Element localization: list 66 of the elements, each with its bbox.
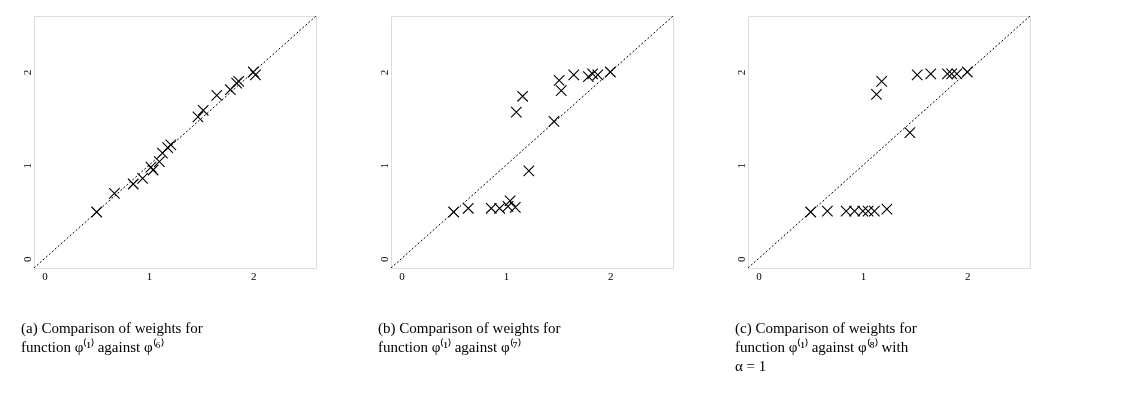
point [868,205,881,217]
text: (b) Comparison of weights for function φ⁽¹⁾ against φ⁽⁷⁾ [378,320,561,355]
point [192,111,204,123]
point [567,69,580,81]
point [548,115,560,128]
y-tick-label: 2 [734,69,747,76]
y-tick-label: 2 [20,69,33,76]
x-tick-label: 2 [608,269,614,282]
point [516,90,529,103]
point [127,178,140,190]
y-tick-label: 1 [20,163,33,169]
x-tick-label: 0 [42,269,49,282]
point [136,172,149,185]
point [586,68,599,80]
point [941,68,954,80]
point [210,89,223,102]
y-tick-label: 1 [377,163,390,169]
point [197,104,209,117]
point [153,155,166,168]
point [848,205,861,217]
point [870,88,883,101]
point [857,205,869,217]
point [523,165,535,177]
point [493,202,506,215]
point [161,141,174,154]
point [945,68,958,80]
point [840,205,852,217]
point [502,200,514,213]
point [821,205,834,217]
y-tick-label: 2 [377,69,390,76]
point [961,66,974,78]
x-tick-label: 1 [146,269,153,282]
x-tick-label: 2 [965,269,971,282]
point [165,139,177,151]
point [90,206,103,218]
point [510,106,523,118]
y-tick-label: 0 [20,255,33,262]
point [875,75,888,88]
y-tick-label: 1 [734,163,747,169]
x-tick-label: 0 [756,269,763,282]
point [924,68,937,80]
x-tick-label: 1 [860,269,867,282]
point [504,195,516,207]
x-tick-label: 1 [503,269,510,282]
point [447,206,460,218]
point [462,202,475,215]
point [604,66,617,78]
x-tick-label: 2 [251,269,257,282]
point [485,202,498,215]
point [804,206,817,218]
y-tick-label: 0 [377,255,390,262]
point [224,83,237,96]
point [951,68,963,80]
x-tick-label: 0 [399,269,406,282]
y-tick-label: 0 [734,255,747,262]
point [881,203,893,215]
point [582,70,595,83]
point [592,69,604,81]
point [904,126,916,139]
point [108,187,121,200]
text: (a) Comparison of weights for function φ⁽¹⁾ against φ⁽⁶⁾ [21,320,203,355]
point [509,201,522,214]
text: (c) Comparison of weights for function φ⁽¹⁾ against φ⁽⁸⁾ with α = 1 [735,320,917,374]
point [156,147,169,159]
point [862,205,874,217]
point [911,69,923,81]
